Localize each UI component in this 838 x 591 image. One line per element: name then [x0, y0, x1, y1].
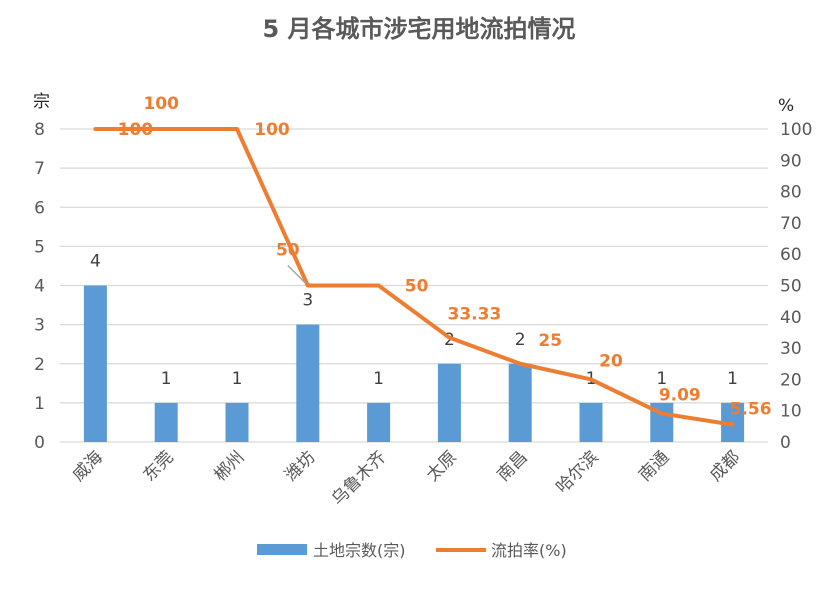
left-axis-ticks: 0 1 2 3 4 5 6 7 8: [34, 120, 45, 453]
category-label: 太原: [423, 447, 461, 485]
right-tick-label: 50: [780, 277, 802, 297]
category-label: 潍坊: [281, 447, 319, 485]
right-tick-label: 90: [780, 151, 802, 171]
category-label: 哈尔滨: [552, 447, 602, 497]
chart-title: 5 月各城市涉宅用地流拍情况: [262, 15, 575, 43]
right-tick-label: 40: [780, 308, 802, 328]
right-tick-label: 10: [780, 402, 802, 422]
right-tick-label: 70: [780, 214, 802, 234]
line-value-label: 33.33: [448, 305, 502, 325]
left-tick-label: 3: [34, 316, 45, 336]
category-label: 威海: [69, 447, 107, 485]
line-value-label: 100: [118, 120, 154, 140]
line-value-label: 5.56: [730, 400, 772, 420]
category-label: 东莞: [140, 447, 178, 485]
bar-value-label: 1: [373, 369, 384, 389]
bar-value-label: 1: [232, 369, 243, 389]
bar: [437, 363, 461, 442]
right-tick-label: 100: [780, 120, 812, 140]
bar-value-label: 1: [161, 369, 172, 389]
left-tick-label: 0: [34, 433, 45, 453]
right-tick-label: 80: [780, 183, 802, 203]
line-value-label: 25: [538, 331, 562, 351]
line-value-label: 50: [276, 241, 300, 261]
legend: 土地宗数(宗) 流拍率(%): [257, 541, 567, 560]
right-axis-ticks: 0 10 20 30 40 50 60 70 80 90 100: [780, 120, 812, 453]
line-value-label: 100: [254, 120, 290, 140]
left-tick-label: 7: [34, 159, 45, 179]
bar: [83, 285, 107, 442]
category-label: 郴州: [210, 447, 248, 485]
right-tick-label: 60: [780, 245, 802, 265]
gridlines: [60, 128, 768, 443]
bar-value-label: 1: [656, 369, 667, 389]
bar: [721, 402, 745, 442]
category-label: 乌鲁木齐: [328, 447, 390, 509]
category-label: 南通: [635, 447, 673, 485]
left-tick-label: 8: [34, 120, 45, 140]
left-tick-label: 6: [34, 198, 45, 218]
line-value-label: 50: [405, 277, 429, 297]
legend-line-label: 流拍率(%): [491, 541, 567, 560]
legend-bar-label: 土地宗数(宗): [313, 541, 406, 560]
left-axis-unit: 宗: [33, 92, 50, 112]
line-value-label: 20: [599, 351, 623, 371]
bar: [296, 324, 320, 442]
line-series: 100 100 100 50 50 33.33 25 20 9.09 5.56: [93, 94, 772, 427]
bar-value-label: 4: [90, 252, 101, 272]
left-tick-label: 4: [34, 277, 45, 297]
right-tick-label: 30: [780, 339, 802, 359]
category-labels: 威海 东莞 郴州 潍坊 乌鲁木齐 太原 南昌 哈尔滨 南通 成都: [69, 447, 744, 509]
bar: [225, 402, 249, 442]
label-leader-line: [287, 264, 307, 285]
right-axis-unit: %: [778, 96, 794, 116]
right-tick-label: 0: [780, 433, 791, 453]
bar-value-label: 2: [515, 330, 526, 350]
category-label: 成都: [706, 447, 744, 485]
bar: [367, 402, 391, 442]
left-tick-label: 1: [34, 394, 45, 414]
bar: [154, 402, 178, 442]
bar-value-label: 1: [727, 369, 738, 389]
category-label: 南昌: [494, 447, 532, 485]
right-tick-label: 20: [780, 370, 802, 390]
bar: [508, 363, 532, 442]
left-tick-label: 2: [34, 355, 45, 375]
bar-value-label: 3: [302, 291, 313, 311]
legend-bar-swatch: [257, 544, 307, 555]
left-tick-label: 5: [34, 237, 45, 257]
line-value-label: 9.09: [659, 386, 701, 406]
bar: [579, 402, 603, 442]
line-value-label: 100: [143, 94, 179, 114]
line-path: [93, 127, 735, 427]
